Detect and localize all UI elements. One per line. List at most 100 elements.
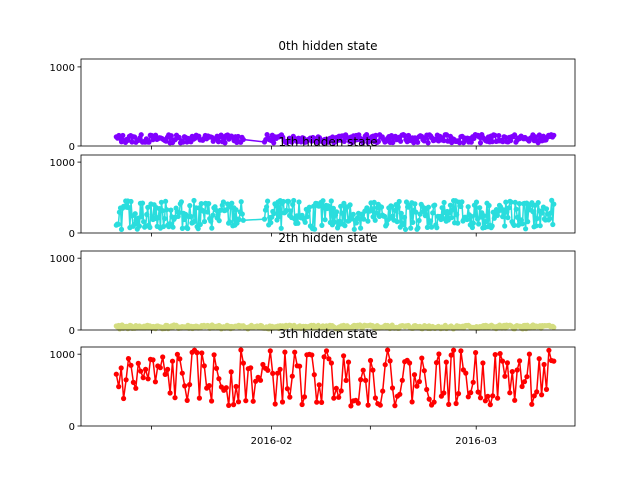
data-point [468,139,474,145]
data-point [548,210,554,216]
data-point [400,222,406,228]
data-point [398,210,404,216]
data-point [227,219,233,225]
data-point [402,226,409,232]
data-point [177,356,183,362]
data-point [284,386,290,392]
data-point [551,132,557,138]
data-point [185,225,191,232]
data-point [208,218,214,224]
data-point [436,351,442,357]
data-point [508,199,514,205]
data-point [133,385,139,391]
data-point [463,370,469,376]
data-point [164,207,170,213]
data-point [132,211,138,217]
data-point [220,199,226,205]
y-tick-label: 1000 [50,350,75,361]
data-point [116,209,122,215]
data-point [499,358,506,364]
data-point [364,132,370,138]
data-point [167,221,173,227]
data-point [504,360,510,366]
data-point [480,360,486,366]
data-point [236,216,242,223]
data-point [319,222,325,228]
data-point [367,357,374,364]
data-point [223,385,229,391]
data-point [336,394,342,400]
data-point [264,204,270,210]
data-point [396,198,402,205]
data-point [223,207,230,213]
data-point [326,205,332,211]
data-point [320,198,326,204]
data-point [516,201,523,207]
data-point [507,390,513,396]
plot-frame [80,346,576,427]
data-point [222,140,228,146]
data-point [433,360,440,366]
data-point [472,212,479,218]
data-point [476,221,482,227]
data-point [551,324,557,330]
data-point [536,356,542,362]
data-point [511,222,517,228]
data-point [125,137,131,143]
data-point [371,199,377,205]
data-point [497,351,503,357]
data-point [353,220,359,226]
data-point [311,372,317,378]
data-point [473,350,479,356]
data-point [455,220,461,226]
data-point [228,369,234,375]
data-point [443,132,450,138]
data-point [336,222,342,228]
data-point [469,224,475,231]
data-point [116,384,122,390]
data-point [283,207,289,214]
data-point [351,226,357,232]
data-point [358,225,364,231]
data-point [429,224,435,230]
panel-title: 1th hidden state [278,135,377,149]
data-point [298,139,304,145]
data-point [468,390,474,396]
data-point [196,395,202,401]
data-point [200,208,206,214]
data-point [162,216,168,222]
panel-title: 2th hidden state [278,231,377,245]
data-point [365,402,371,408]
data-point [238,347,244,353]
data-point [525,219,531,225]
data-point [130,379,136,385]
data-point [373,210,379,216]
data-point [285,198,292,204]
data-point [377,402,383,408]
data-point [399,377,405,383]
data-point [355,400,361,406]
data-point [541,361,547,368]
y-tick-label: 1000 [50,254,75,265]
data-point [477,140,484,146]
data-point [434,225,440,231]
panel-title: 0th hidden state [278,39,377,53]
data-point [163,198,169,204]
data-point [121,395,127,402]
data-point [276,213,282,220]
data-point [375,138,381,145]
data-point [492,352,498,358]
data-point [389,204,395,210]
data-point [187,382,193,388]
data-point [443,359,449,365]
data-point [454,212,460,218]
data-point [504,209,510,215]
data-point [141,219,147,225]
data-point [500,139,506,145]
data-point [481,213,487,219]
data-point [210,212,216,218]
data-point [514,367,520,373]
y-tick-label: 0 [69,142,75,153]
data-point [168,207,174,213]
data-point [489,223,495,229]
